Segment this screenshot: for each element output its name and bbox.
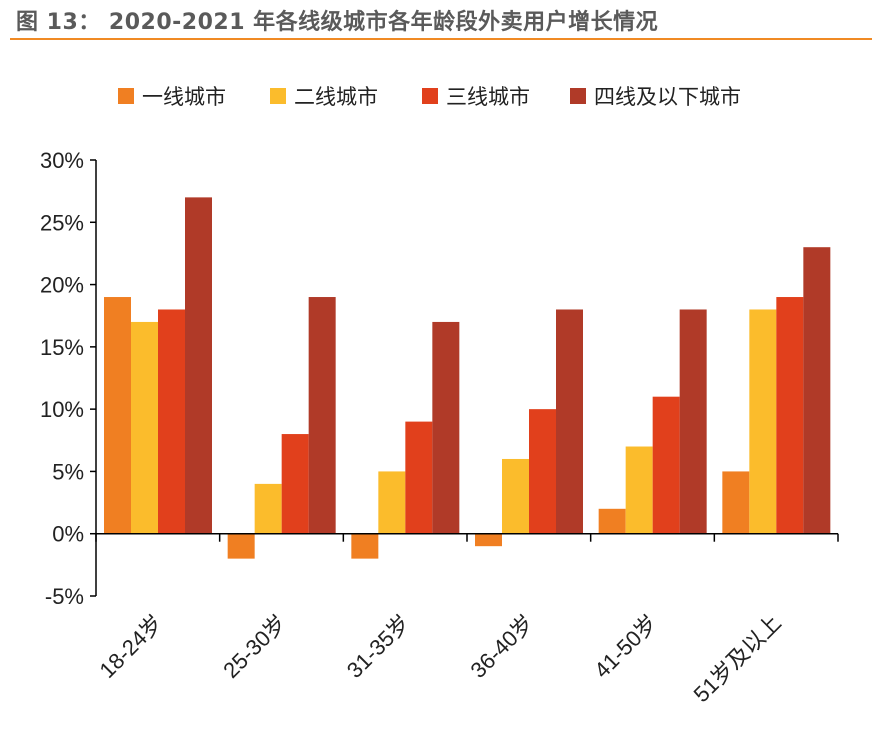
title-divider xyxy=(10,38,872,40)
y-tick-label: 25% xyxy=(40,210,84,235)
legend-swatch xyxy=(270,88,286,104)
axes-group xyxy=(90,159,839,597)
y-tick-label: 15% xyxy=(40,335,84,360)
x-tick-label: 36-40岁 xyxy=(466,610,539,683)
bar-2-3 xyxy=(378,471,406,534)
bar-4-3 xyxy=(432,321,460,534)
legend-swatch xyxy=(570,88,586,104)
bar-3-6 xyxy=(776,297,804,534)
bar-3-3 xyxy=(405,421,433,534)
bar-1-2 xyxy=(227,533,255,559)
bar-2-2 xyxy=(254,483,282,534)
x-tick-label: 51岁及以上 xyxy=(689,610,786,707)
bar-4-1 xyxy=(185,197,212,534)
x-tick-label: 25-30岁 xyxy=(218,610,291,683)
y-tick-label: -5% xyxy=(45,584,84,609)
legend-label: 一线城市 xyxy=(142,85,226,109)
legend-label: 四线及以下城市 xyxy=(594,85,741,109)
bar-2-5 xyxy=(625,446,653,534)
x-tick-label: 31-35岁 xyxy=(342,610,415,683)
legend: 一线城市 二线城市 三线城市 四线及以下城市 xyxy=(118,85,741,109)
bar-2-4 xyxy=(502,458,529,534)
x-tick-label: 41-50岁 xyxy=(589,610,662,683)
y-tick-label: 10% xyxy=(40,397,84,422)
bar-1-5 xyxy=(598,508,626,534)
bar-1-6 xyxy=(722,471,750,534)
y-tick-label: 30% xyxy=(40,148,84,173)
bar-3-4 xyxy=(529,409,556,534)
bar-3-5 xyxy=(652,396,680,534)
bar-3-2 xyxy=(281,434,309,534)
y-tick-label: 0% xyxy=(52,522,84,547)
bar-4-6 xyxy=(803,247,831,534)
x-tick-label: 18-24岁 xyxy=(95,610,168,683)
legend-label: 二线城市 xyxy=(294,85,378,109)
bars-group xyxy=(104,197,831,559)
y-tick-label: 20% xyxy=(40,273,84,298)
bar-4-5 xyxy=(679,309,707,534)
bar-4-2 xyxy=(308,297,336,534)
bar-1-1 xyxy=(104,297,131,534)
bar-1-4 xyxy=(475,533,502,547)
legend-swatch xyxy=(118,88,134,104)
bar-2-6 xyxy=(749,309,777,534)
legend-label: 三线城市 xyxy=(446,85,530,109)
bar-2-1 xyxy=(131,321,158,534)
bar-4-4 xyxy=(556,309,583,534)
y-tick-label: 5% xyxy=(52,459,84,484)
bar-1-3 xyxy=(351,533,379,559)
figure-title: 图 13： 2020-2021 年各线级城市各年龄段外卖用户增长情况 xyxy=(16,10,659,35)
bar-3-1 xyxy=(158,309,185,534)
legend-swatch xyxy=(422,88,438,104)
